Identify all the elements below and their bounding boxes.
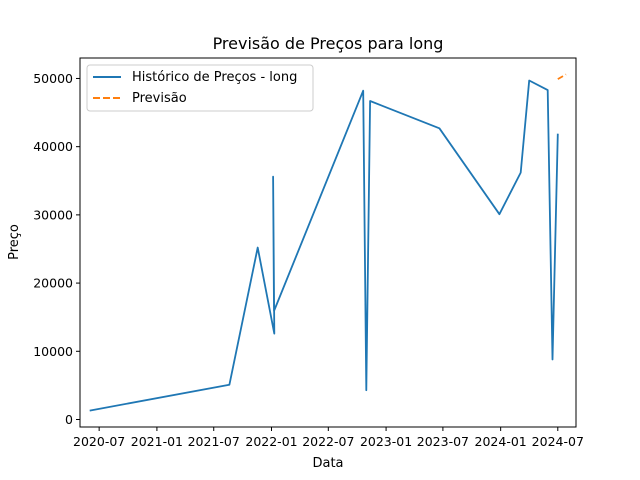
x-tick-label: 2021-01 xyxy=(131,434,183,449)
x-tick-label: 2020-07 xyxy=(73,434,125,449)
legend-label-previsao: Previsão xyxy=(132,91,187,106)
x-tick-label: 2022-01 xyxy=(245,434,297,449)
x-tick-label: 2023-01 xyxy=(360,434,412,449)
y-axis-label: Preço xyxy=(7,224,22,260)
y-tick-label: 40000 xyxy=(33,139,73,154)
x-tick-label: 2024-01 xyxy=(475,434,527,449)
x-tick-label: 2024-07 xyxy=(532,434,584,449)
y-axis: 0 10000 20000 30000 40000 50000 xyxy=(33,71,80,427)
x-tick-label: 2023-07 xyxy=(417,434,469,449)
legend-label-historico: Histórico de Preços - long xyxy=(132,70,297,85)
y-tick-label: 20000 xyxy=(33,276,73,291)
y-tick-label: 10000 xyxy=(33,344,73,359)
plot-lines xyxy=(89,73,567,412)
x-tick-label: 2022-07 xyxy=(302,434,354,449)
x-axis: 2020-07 2021-01 2021-07 2022-01 2022-07 2023-… xyxy=(73,427,584,449)
plot-frame xyxy=(79,57,577,428)
x-axis-label: Data xyxy=(312,456,343,471)
legend: Histórico de Preços - long Previsão xyxy=(86,64,314,112)
x-tick-label: 2021-07 xyxy=(188,434,240,449)
y-tick-label: 0 xyxy=(65,412,73,427)
legend-box xyxy=(86,64,314,112)
y-tick-label: 50000 xyxy=(33,71,73,86)
series-line-0 xyxy=(89,79,559,412)
chart-title: Previsão de Preços para long xyxy=(213,34,444,53)
series-line-1 xyxy=(557,73,567,80)
y-tick-label: 30000 xyxy=(33,207,73,222)
